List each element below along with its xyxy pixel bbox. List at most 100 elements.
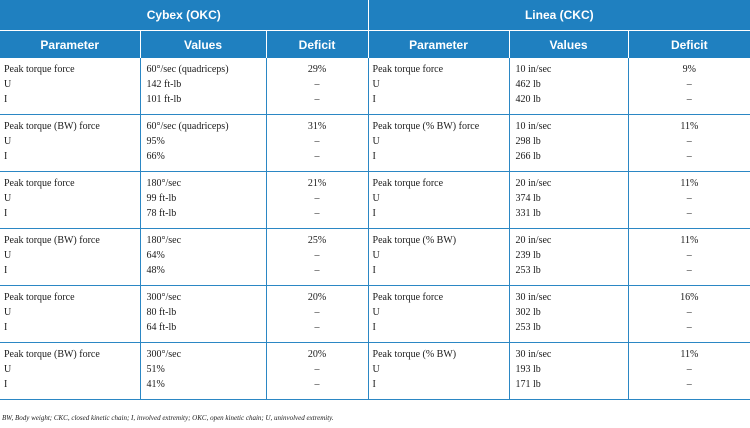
parameter-line: U bbox=[4, 193, 12, 204]
deficit-line: – bbox=[686, 79, 692, 90]
parameter-line: Peak torque force bbox=[372, 292, 444, 303]
deficit-line: – bbox=[314, 136, 320, 147]
values-line: 99 ft-lb bbox=[146, 193, 177, 204]
values-line: 193 lb bbox=[515, 364, 541, 375]
parameter-cell: Peak torque force U I bbox=[367, 58, 510, 115]
deficit-line: – bbox=[686, 151, 692, 162]
parameter-line: I bbox=[372, 151, 376, 162]
values-line: 300°/sec bbox=[146, 349, 182, 360]
table-row: Peak torque force U I 180°/sec 99 ft-lb 78 ft… bbox=[0, 171, 750, 229]
parameter-cell: Peak torque (BW) force U I bbox=[0, 114, 140, 172]
deficit-line: 31% bbox=[307, 121, 327, 132]
parameter-line: Peak torque force bbox=[372, 178, 444, 189]
group-title-cybex: Cybex (OKC) bbox=[0, 0, 369, 31]
deficit-line: – bbox=[686, 250, 692, 261]
column-header-values: Values bbox=[508, 30, 629, 58]
values-line: 95% bbox=[146, 136, 165, 147]
values-line: 30 in/sec bbox=[515, 292, 552, 303]
values-line: 171 lb bbox=[515, 379, 541, 390]
table-row: Peak torque force U I 60°/sec (quadriceps) 1… bbox=[0, 58, 750, 115]
values-cell: 30 in/sec 193 lb 171 lb bbox=[508, 342, 629, 400]
deficit-line: 11% bbox=[680, 121, 699, 132]
parameter-cell: Peak torque (% BW) force U I bbox=[367, 114, 510, 172]
deficit-line: – bbox=[314, 307, 320, 318]
parameter-line: Peak torque (BW) force bbox=[4, 349, 100, 360]
deficit-cell: 25% – – bbox=[265, 228, 369, 286]
values-line: 101 ft-lb bbox=[146, 94, 182, 105]
parameter-cell: Peak torque force U I bbox=[367, 171, 510, 229]
deficit-line: 25% bbox=[307, 235, 327, 246]
parameter-line: I bbox=[372, 94, 376, 105]
parameter-line: U bbox=[4, 136, 12, 147]
values-line: 60°/sec (quadriceps) bbox=[146, 121, 229, 132]
values-line: 302 lb bbox=[515, 307, 541, 318]
values-line: 298 lb bbox=[515, 136, 541, 147]
values-line: 266 lb bbox=[515, 151, 541, 162]
deficit-cell: 20% – – bbox=[265, 342, 369, 400]
values-cell: 20 in/sec 374 lb 331 lb bbox=[508, 171, 629, 229]
values-line: 462 lb bbox=[515, 79, 541, 90]
torque-comparison-table: Cybex (OKC) Linea (CKC) Parameter Values… bbox=[0, 0, 750, 400]
parameter-line: U bbox=[372, 250, 380, 261]
parameter-line: Peak torque (% BW) force bbox=[372, 121, 480, 132]
values-line: 64 ft-lb bbox=[146, 322, 177, 333]
column-header-values: Values bbox=[139, 30, 266, 58]
parameter-line: I bbox=[372, 322, 376, 333]
parameter-cell: Peak torque force U I bbox=[0, 58, 140, 115]
deficit-line: 29% bbox=[307, 64, 327, 75]
parameter-line: I bbox=[4, 379, 8, 390]
deficit-line: – bbox=[314, 265, 320, 276]
deficit-cell: 29% – – bbox=[265, 58, 369, 115]
values-line: 374 lb bbox=[515, 193, 541, 204]
table-row: Peak torque (BW) force U I 180°/sec 64% 48% 25… bbox=[0, 228, 750, 286]
values-line: 239 lb bbox=[515, 250, 541, 261]
deficit-cell: 31% – – bbox=[265, 114, 369, 172]
parameter-line: U bbox=[372, 79, 380, 90]
values-line: 51% bbox=[146, 364, 165, 375]
deficit-cell: 11% – – bbox=[627, 114, 750, 172]
deficit-line: 11% bbox=[680, 349, 699, 360]
values-cell: 300°/sec 80 ft-lb 64 ft-lb bbox=[139, 285, 266, 343]
deficit-line: – bbox=[314, 94, 320, 105]
values-line: 66% bbox=[146, 151, 165, 162]
parameter-cell: Peak torque (% BW) U I bbox=[367, 342, 510, 400]
deficit-line: – bbox=[314, 322, 320, 333]
values-cell: 20 in/sec 239 lb 253 lb bbox=[508, 228, 629, 286]
values-line: 60°/sec (quadriceps) bbox=[146, 64, 229, 75]
values-cell: 10 in/sec 462 lb 420 lb bbox=[508, 58, 629, 115]
deficit-cell: 11% – – bbox=[627, 171, 750, 229]
deficit-line: 21% bbox=[307, 178, 327, 189]
parameter-line: U bbox=[372, 364, 380, 375]
values-line: 41% bbox=[146, 379, 165, 390]
deficit-line: – bbox=[314, 79, 320, 90]
values-line: 48% bbox=[146, 265, 165, 276]
parameter-line: I bbox=[4, 151, 8, 162]
parameter-line: U bbox=[4, 307, 12, 318]
table-footnote: BW, Body weight; CKC, closed kinetic cha… bbox=[2, 414, 334, 422]
parameter-cell: Peak torque (BW) force U I bbox=[0, 228, 140, 286]
table-body: Peak torque force U I 60°/sec (quadriceps) 1… bbox=[0, 58, 750, 400]
deficit-line: – bbox=[686, 208, 692, 219]
deficit-line: – bbox=[686, 94, 692, 105]
deficit-cell: 9% – – bbox=[627, 58, 750, 115]
values-line: 180°/sec bbox=[146, 235, 182, 246]
parameter-line: U bbox=[4, 250, 12, 261]
values-cell: 60°/sec (quadriceps) 95% 66% bbox=[139, 114, 266, 172]
parameter-line: Peak torque (BW) force bbox=[4, 235, 100, 246]
parameter-line: Peak torque force bbox=[372, 64, 444, 75]
values-line: 253 lb bbox=[515, 265, 541, 276]
values-cell: 30 in/sec 302 lb 253 lb bbox=[508, 285, 629, 343]
deficit-line: – bbox=[686, 322, 692, 333]
values-line: 142 ft-lb bbox=[146, 79, 182, 90]
values-line: 10 in/sec bbox=[515, 64, 552, 75]
parameter-line: I bbox=[372, 208, 376, 219]
parameter-cell: Peak torque (BW) force U I bbox=[0, 342, 140, 400]
parameter-line: Peak torque force bbox=[4, 178, 75, 189]
deficit-line: 16% bbox=[680, 292, 699, 303]
deficit-cell: 20% – – bbox=[265, 285, 369, 343]
deficit-line: – bbox=[686, 307, 692, 318]
values-cell: 10 in/sec 298 lb 266 lb bbox=[508, 114, 629, 172]
parameter-line: U bbox=[372, 307, 380, 318]
table-row: Peak torque (BW) force U I 60°/sec (quadric… bbox=[0, 114, 750, 172]
table-row: Peak torque (BW) force U I 300°/sec 51% 41% 20… bbox=[0, 342, 750, 400]
